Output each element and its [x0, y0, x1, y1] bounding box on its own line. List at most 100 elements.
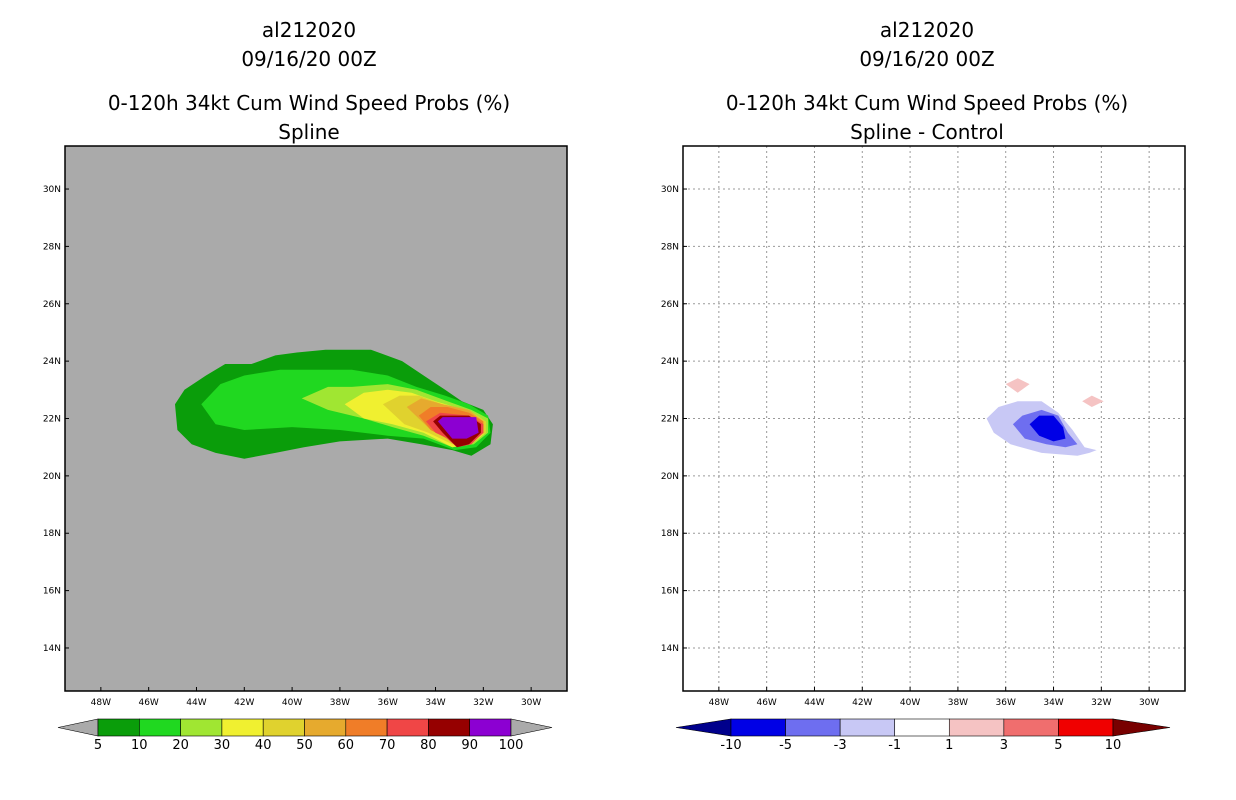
colorbar-swatch	[180, 718, 223, 737]
right-contours	[986, 378, 1104, 456]
colorbar-swatch	[345, 718, 388, 737]
right-lat-tick: 28N	[661, 242, 679, 252]
left-colorbar-label: 70	[379, 738, 396, 753]
colorbar-swatch	[730, 718, 786, 737]
left-lon-tick: 32W	[473, 698, 493, 708]
left-lon-tick: 44W	[186, 698, 206, 708]
colorbar-swatch	[469, 718, 512, 737]
right-lon-tick: 46W	[756, 698, 776, 708]
colorbar-high-arrow	[1112, 718, 1171, 737]
right-title-product: 0-120h 34kt Cum Wind Speed Probs (%)	[726, 91, 1128, 115]
left-colorbar-swatches	[57, 718, 553, 737]
colorbar-swatch	[304, 718, 347, 737]
left-colorbar-label: 100	[499, 738, 524, 753]
left-lon-tick: 42W	[234, 698, 254, 708]
right-title-time: 09/16/20 00Z	[859, 47, 994, 71]
right-title-method: Spline - Control	[850, 120, 1004, 144]
left-lon-tick: 36W	[378, 698, 398, 708]
colorbar-swatch	[839, 718, 896, 737]
right-lat-tick: 20N	[661, 472, 679, 482]
right-colorbar-label: -10	[720, 738, 741, 753]
left-colorbar-label: 60	[338, 738, 355, 753]
left-title-product: 0-120h 34kt Cum Wind Speed Probs (%)	[108, 91, 510, 115]
colorbar-low-arrow	[675, 718, 732, 737]
left-colorbar-label: 5	[94, 738, 102, 753]
contour-level-100	[437, 417, 479, 439]
right-grid	[683, 146, 1185, 691]
right-lon-tick: 32W	[1091, 698, 1111, 708]
right-lat-tick: 18N	[661, 529, 679, 539]
left-lat-tick: 22N	[43, 415, 61, 425]
right-lon-tick: 40W	[900, 698, 920, 708]
right-lat-tick: 24N	[661, 357, 679, 367]
left-axis-ticks: 30N 28N 26N 24N 22N 20N 18N 16N 14N 48W …	[43, 185, 542, 708]
right-lat-tick: 16N	[661, 587, 679, 597]
right-axis-ticks: 30N 28N 26N 24N 22N 20N 18N 16N 14N 48W …	[661, 185, 1160, 708]
left-title-method: Spline	[278, 120, 339, 144]
right-lon-tick: 48W	[709, 698, 729, 708]
colorbar-swatch	[262, 718, 305, 737]
colorbar-swatch	[894, 718, 950, 737]
left-lat-tick: 16N	[43, 587, 61, 597]
colorbar-swatch	[97, 718, 140, 737]
left-lon-tick: 34W	[425, 698, 445, 708]
left-lon-tick: 38W	[330, 698, 350, 708]
left-lat-tick: 30N	[43, 185, 61, 195]
left-lon-tick: 40W	[282, 698, 302, 708]
left-lat-tick: 24N	[43, 357, 61, 367]
contour-level-neg5	[1029, 415, 1066, 442]
left-contours	[175, 349, 493, 459]
left-colorbar-label: 90	[461, 738, 478, 753]
right-colorbar-label: 1	[945, 738, 953, 753]
panel-right: al212020 09/16/20 00Z 0-120h 34kt Cum Wi…	[661, 18, 1186, 753]
left-colorbar-label: 10	[131, 738, 148, 753]
right-lon-tick: 36W	[996, 698, 1016, 708]
contour-level-1	[1005, 378, 1030, 393]
left-colorbar-label: 40	[255, 738, 272, 753]
colorbar-swatch	[1058, 718, 1114, 737]
colorbar-swatch	[221, 718, 264, 737]
left-lon-tick: 48W	[91, 698, 111, 708]
right-colorbar-label: 10	[1105, 738, 1122, 753]
right-colorbar-swatches	[675, 718, 1171, 737]
right-colorbar-label: -5	[779, 738, 792, 753]
panel-left: al212020 09/16/20 00Z 0-120h 34kt Cum Wi…	[43, 18, 568, 753]
left-title-storm: al212020	[262, 18, 356, 42]
left-lon-tick: 30W	[521, 698, 541, 708]
right-lon-tick: 30W	[1139, 698, 1159, 708]
colorbar-swatch	[948, 718, 1005, 737]
left-lat-tick: 28N	[43, 242, 61, 252]
left-lon-tick: 46W	[138, 698, 158, 708]
left-lat-tick: 20N	[43, 472, 61, 482]
right-colorbar-label: -3	[834, 738, 847, 753]
right-colorbar-label: -1	[888, 738, 901, 753]
right-lon-tick: 34W	[1043, 698, 1063, 708]
left-colorbar-label: 30	[214, 738, 231, 753]
contour-level-1	[1082, 395, 1104, 407]
right-colorbar-label: 3	[1000, 738, 1008, 753]
colorbar-low-arrow	[57, 718, 99, 737]
colorbar-swatch	[1003, 718, 1059, 737]
right-lon-tick: 44W	[804, 698, 824, 708]
left-lat-tick: 26N	[43, 300, 61, 310]
colorbar-swatch	[386, 718, 429, 737]
colorbar-swatch	[785, 718, 841, 737]
left-lat-tick: 18N	[43, 529, 61, 539]
right-colorbar-label: 5	[1054, 738, 1062, 753]
right-lon-tick: 38W	[948, 698, 968, 708]
left-colorbar-label: 50	[296, 738, 313, 753]
colorbar-high-arrow	[510, 718, 553, 737]
left-colorbar-label: 80	[420, 738, 437, 753]
left-title-time: 09/16/20 00Z	[241, 47, 376, 71]
right-lat-tick: 30N	[661, 185, 679, 195]
right-lat-tick: 22N	[661, 415, 679, 425]
right-lat-tick: 14N	[661, 644, 679, 654]
left-colorbar-label: 20	[172, 738, 189, 753]
right-colorbar: -10 -5 -3 -1 1 3 5 10	[675, 718, 1171, 753]
right-lon-tick: 42W	[852, 698, 872, 708]
colorbar-swatch	[139, 718, 181, 737]
left-lat-tick: 14N	[43, 644, 61, 654]
left-colorbar: 5 10 20 30 40 50 60 70 80 90 100	[57, 718, 553, 753]
colorbar-swatch	[428, 718, 470, 737]
